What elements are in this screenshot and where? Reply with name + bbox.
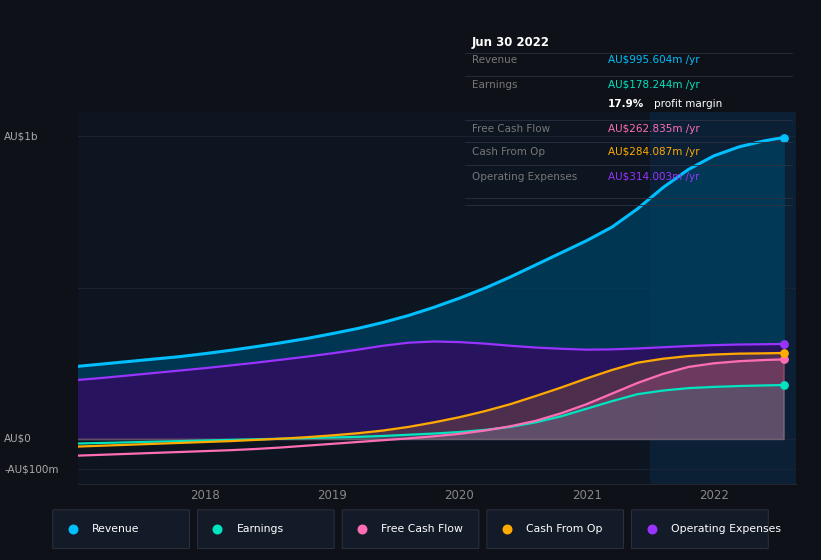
Text: Revenue: Revenue bbox=[92, 524, 140, 534]
FancyBboxPatch shape bbox=[342, 510, 479, 549]
Text: Cash From Op: Cash From Op bbox=[526, 524, 603, 534]
Bar bbox=[650, 112, 796, 484]
Text: AU$284.087m /yr: AU$284.087m /yr bbox=[608, 147, 699, 157]
Text: Earnings: Earnings bbox=[236, 524, 284, 534]
Text: AU$1b: AU$1b bbox=[4, 131, 39, 141]
Text: AU$0: AU$0 bbox=[4, 434, 32, 444]
Text: -AU$100m: -AU$100m bbox=[4, 464, 58, 474]
Point bbox=[355, 525, 369, 534]
Point bbox=[645, 525, 658, 534]
Text: Operating Expenses: Operating Expenses bbox=[671, 524, 781, 534]
FancyBboxPatch shape bbox=[631, 510, 768, 549]
Point bbox=[777, 339, 791, 348]
FancyBboxPatch shape bbox=[487, 510, 624, 549]
Point bbox=[500, 525, 513, 534]
Point bbox=[67, 525, 80, 534]
Text: Jun 30 2022: Jun 30 2022 bbox=[472, 36, 550, 49]
Text: Earnings: Earnings bbox=[472, 80, 517, 90]
Text: AU$262.835m /yr: AU$262.835m /yr bbox=[608, 124, 699, 134]
Text: Free Cash Flow: Free Cash Flow bbox=[472, 124, 550, 134]
Point bbox=[211, 525, 224, 534]
Point bbox=[777, 355, 791, 364]
Text: AU$178.244m /yr: AU$178.244m /yr bbox=[608, 80, 699, 90]
Text: Cash From Op: Cash From Op bbox=[472, 147, 545, 157]
Text: Free Cash Flow: Free Cash Flow bbox=[381, 524, 463, 534]
FancyBboxPatch shape bbox=[53, 510, 190, 549]
Text: AU$314.003m /yr: AU$314.003m /yr bbox=[608, 171, 699, 181]
Point bbox=[777, 348, 791, 357]
Text: profit margin: profit margin bbox=[654, 99, 722, 109]
Text: AU$995.604m /yr: AU$995.604m /yr bbox=[608, 55, 699, 66]
Text: 17.9%: 17.9% bbox=[608, 99, 644, 109]
FancyBboxPatch shape bbox=[198, 510, 334, 549]
Point bbox=[777, 133, 791, 142]
Text: Operating Expenses: Operating Expenses bbox=[472, 171, 577, 181]
Text: Revenue: Revenue bbox=[472, 55, 517, 66]
Point bbox=[777, 381, 791, 390]
